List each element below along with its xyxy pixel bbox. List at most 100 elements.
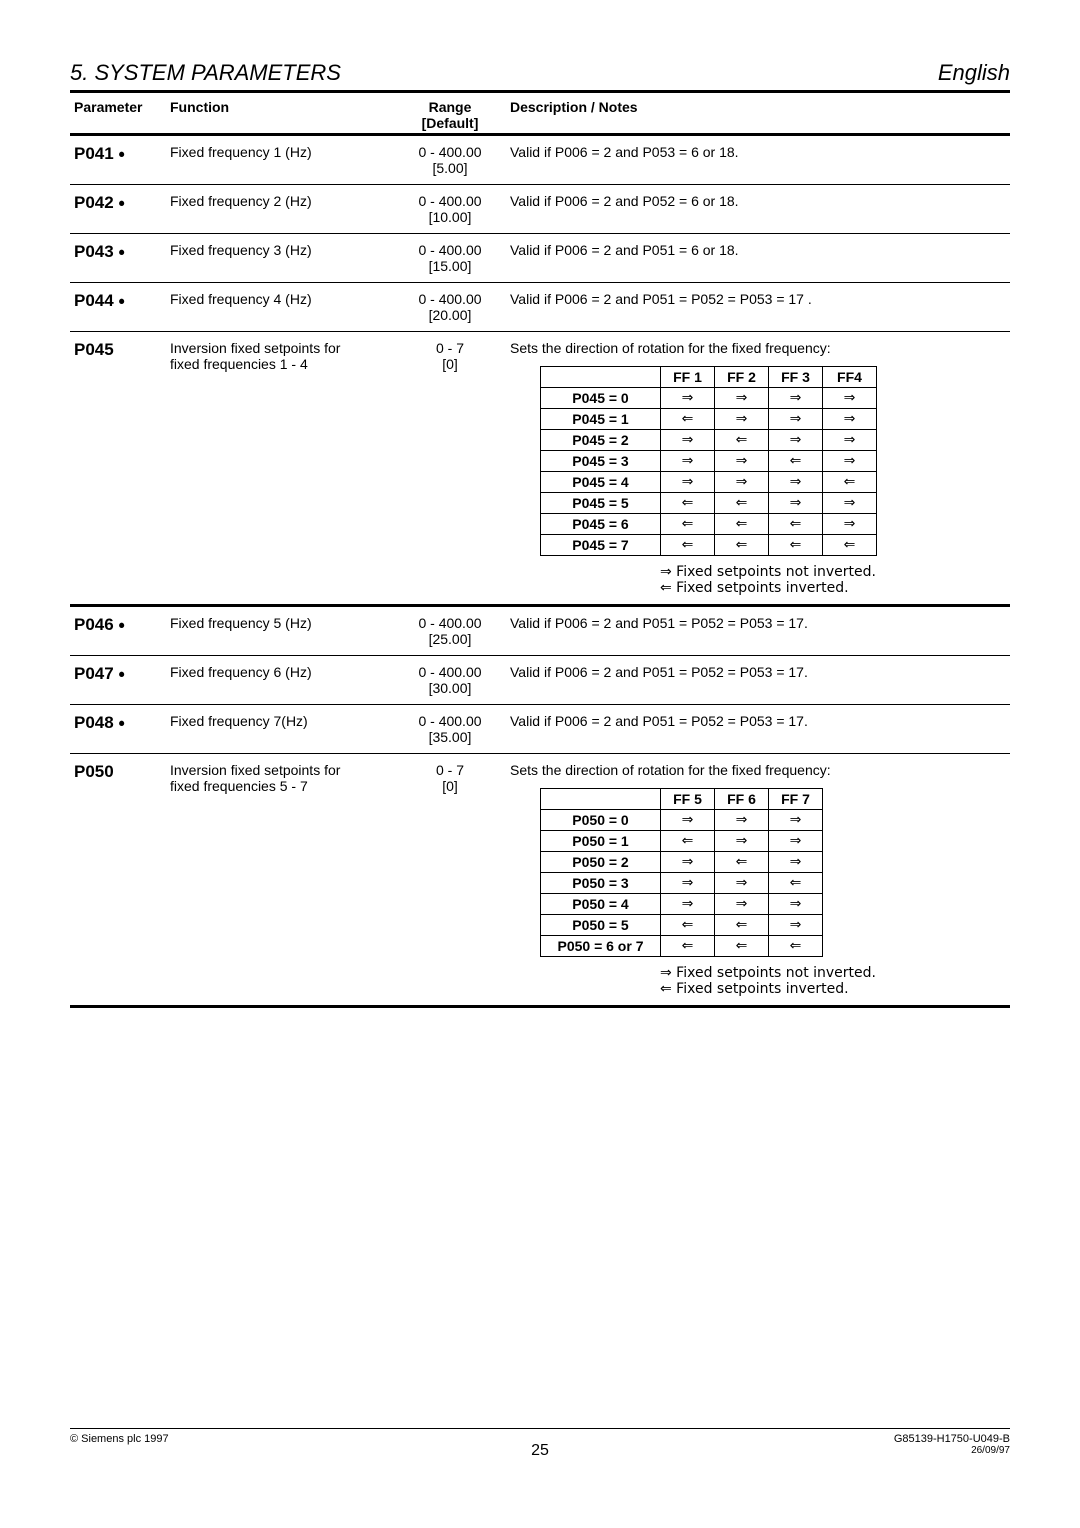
dir-table-header: FF 6 (715, 789, 769, 810)
table-row: P046 •Fixed frequency 5 (Hz)0 - 400.00[2… (70, 607, 1010, 656)
param-cell: P043 • (70, 242, 170, 262)
dir-row-label: P050 = 1 (541, 831, 661, 852)
dir-arrow-cell: ⇐ (823, 472, 877, 493)
dir-arrow-cell: ⇐ (715, 936, 769, 957)
p045-direction-table: FF 1FF 2FF 3FF4P045 = 0⇒⇒⇒⇒P045 = 1⇐⇒⇒⇒P… (540, 366, 877, 556)
range-cell: 0 - 400.00[35.00] (400, 713, 500, 745)
language-label: English (938, 60, 1010, 86)
dir-arrow-cell: ⇐ (661, 831, 715, 852)
p045-default-val: [0] (400, 356, 500, 372)
dir-row-label: P050 = 4 (541, 894, 661, 915)
dir-arrow-cell: ⇒ (715, 388, 769, 409)
table-row: P047 •Fixed frequency 6 (Hz)0 - 400.00[3… (70, 656, 1010, 705)
param-cell: P042 • (70, 193, 170, 213)
dir-table-header: FF 3 (769, 367, 823, 388)
column-headers: Parameter Function Range [Default] Descr… (70, 93, 1010, 133)
table-row: P048 •Fixed frequency 7(Hz)0 - 400.00[35… (70, 705, 1010, 754)
dir-arrow-cell: ⇐ (715, 493, 769, 514)
param-cell: P047 • (70, 664, 170, 684)
dir-arrow-cell: ⇒ (769, 493, 823, 514)
p045-function: Inversion fixed setpoints for fixed freq… (170, 340, 400, 372)
function-cell: Fixed frequency 1 (Hz) (170, 144, 400, 160)
section-title: 5. SYSTEM PARAMETERS (70, 60, 341, 86)
bullet-icon: • (118, 292, 124, 312)
dir-row-label: P045 = 5 (541, 493, 661, 514)
dir-arrow-cell: ⇒ (715, 409, 769, 430)
dir-arrow-cell: ⇒ (661, 451, 715, 472)
dir-arrow-cell: ⇒ (769, 430, 823, 451)
dir-arrow-cell: ⇒ (823, 430, 877, 451)
description-cell: Valid if P006 = 2 and P051 = P052 = P053… (500, 615, 1010, 631)
dir-arrow-cell: ⇒ (823, 388, 877, 409)
description-cell: Valid if P006 = 2 and P051 = P052 = P053… (500, 664, 1010, 680)
dir-row-label: P045 = 6 (541, 514, 661, 535)
dir-arrow-cell: ⇐ (715, 535, 769, 556)
bullet-icon: • (118, 714, 124, 734)
p045-func-line2: fixed frequencies 1 - 4 (170, 356, 400, 372)
table-row: P041 •Fixed frequency 1 (Hz)0 - 400.00[5… (70, 136, 1010, 185)
table-row: P043 •Fixed frequency 3 (Hz)0 - 400.00[1… (70, 234, 1010, 283)
dir-arrow-cell: ⇐ (769, 936, 823, 957)
dir-arrow-cell: ⇐ (661, 915, 715, 936)
bullet-icon: • (118, 243, 124, 263)
dir-row-label: P045 = 7 (541, 535, 661, 556)
dir-arrow-cell: ⇒ (661, 388, 715, 409)
p050-direction-table: FF 5FF 6FF 7P050 = 0⇒⇒⇒P050 = 1⇐⇒⇒P050 =… (540, 788, 823, 957)
function-cell: Fixed frequency 4 (Hz) (170, 291, 400, 307)
p050-row: P050 Inversion fixed setpoints for fixed… (70, 754, 1010, 1005)
dir-arrow-cell: ⇐ (661, 535, 715, 556)
dir-row-label: P050 = 0 (541, 810, 661, 831)
table-row: P044 •Fixed frequency 4 (Hz)0 - 400.00[2… (70, 283, 1010, 332)
dir-arrow-cell: ⇒ (769, 894, 823, 915)
dir-row-label: P050 = 5 (541, 915, 661, 936)
bullet-icon: • (118, 665, 124, 685)
description-cell: Valid if P006 = 2 and P052 = 6 or 18. (500, 193, 1010, 209)
description-cell: Valid if P006 = 2 and P051 = 6 or 18. (500, 242, 1010, 258)
dir-arrow-cell: ⇒ (715, 894, 769, 915)
function-cell: Fixed frequency 2 (Hz) (170, 193, 400, 209)
dir-arrow-cell: ⇐ (715, 915, 769, 936)
dir-arrow-cell: ⇒ (769, 409, 823, 430)
range-cell: 0 - 400.00[5.00] (400, 144, 500, 176)
dir-table-header: FF 2 (715, 367, 769, 388)
col-function: Function (170, 99, 400, 131)
dir-row-label: P050 = 6 or 7 (541, 936, 661, 957)
dir-arrow-cell: ⇐ (661, 514, 715, 535)
description-cell: Valid if P006 = 2 and P051 = P052 = P053… (500, 713, 1010, 729)
dir-arrow-cell: ⇒ (769, 831, 823, 852)
dir-arrow-cell: ⇒ (823, 409, 877, 430)
page-footer: © Siemens plc 1997 G85139-H1750-U049-B 2… (70, 1428, 1010, 1456)
range-cell: 0 - 400.00[30.00] (400, 664, 500, 696)
p050-legend1: ⇒ Fixed setpoints not inverted. (660, 965, 1010, 981)
bullet-icon: • (118, 616, 124, 636)
dir-arrow-cell: ⇒ (769, 388, 823, 409)
dir-arrow-cell: ⇒ (769, 810, 823, 831)
dir-table-header (541, 367, 661, 388)
dir-arrow-cell: ⇐ (661, 493, 715, 514)
p050-desc: Sets the direction of rotation for the f… (500, 762, 1010, 997)
dir-table-header: FF 5 (661, 789, 715, 810)
dir-arrow-cell: ⇐ (769, 873, 823, 894)
p045-legend1: ⇒ Fixed setpoints not inverted. (660, 564, 1010, 580)
dir-arrow-cell: ⇒ (715, 451, 769, 472)
dir-arrow-cell: ⇒ (823, 493, 877, 514)
p050-default-val: [0] (400, 778, 500, 794)
dir-arrow-cell: ⇒ (715, 873, 769, 894)
range-cell: 0 - 400.00[25.00] (400, 615, 500, 647)
p045-row: P045 Inversion fixed setpoints for fixed… (70, 332, 1010, 604)
dir-row-label: P045 = 3 (541, 451, 661, 472)
dir-arrow-cell: ⇐ (715, 852, 769, 873)
dir-arrow-cell: ⇒ (823, 514, 877, 535)
parameter-rows-1: P041 •Fixed frequency 1 (Hz)0 - 400.00[5… (70, 136, 1010, 332)
dir-arrow-cell: ⇐ (715, 430, 769, 451)
dir-table-header (541, 789, 661, 810)
bullet-icon: • (118, 194, 124, 214)
p045-legend: ⇒ Fixed setpoints not inverted. ⇐ Fixed … (660, 562, 1010, 596)
p045-range: 0 - 7 [0] (400, 340, 500, 372)
dir-arrow-cell: ⇒ (661, 430, 715, 451)
dir-arrow-cell: ⇒ (823, 451, 877, 472)
col-description: Description / Notes (500, 99, 1010, 131)
p050-legend2: ⇐ Fixed setpoints inverted. (660, 981, 1010, 997)
p045-legend2: ⇐ Fixed setpoints inverted. (660, 580, 1010, 596)
col-default-label: [Default] (400, 115, 500, 131)
